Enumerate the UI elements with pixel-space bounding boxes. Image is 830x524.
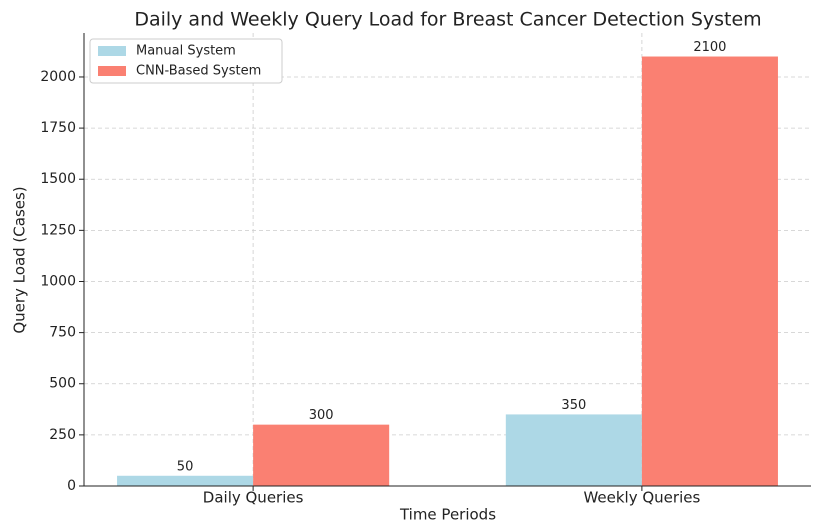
legend-swatch bbox=[98, 46, 126, 56]
y-tick-label: 2000 bbox=[40, 69, 76, 85]
legend-swatch bbox=[98, 66, 126, 76]
bar bbox=[641, 56, 778, 486]
y-tick-label: 750 bbox=[49, 325, 76, 341]
legend-label: CNN-Based System bbox=[136, 64, 261, 79]
y-tick-label: 500 bbox=[49, 376, 76, 392]
x-axis-label: Time Periods bbox=[399, 506, 496, 524]
data-label: 2100 bbox=[693, 40, 726, 55]
x-tick-label: Weekly Queries bbox=[583, 489, 700, 507]
bar bbox=[117, 475, 254, 486]
y-tick-label: 1500 bbox=[40, 171, 76, 187]
data-label: 50 bbox=[177, 459, 194, 474]
legend-box bbox=[89, 38, 283, 84]
legend: Manual System CNN-Based System bbox=[89, 38, 283, 84]
y-tick-label: 1000 bbox=[40, 273, 76, 289]
y-tick-label: 250 bbox=[49, 427, 76, 443]
y-tick-label: 0 bbox=[67, 478, 76, 494]
data-label: 350 bbox=[561, 398, 586, 413]
y-tick-label: 1250 bbox=[40, 222, 76, 238]
data-label: 300 bbox=[309, 408, 334, 423]
bar bbox=[253, 424, 390, 486]
y-axis-label: Query Load (Cases) bbox=[11, 186, 29, 333]
y-tick-label: 1750 bbox=[40, 120, 76, 136]
bar bbox=[505, 414, 642, 486]
legend-label: Manual System bbox=[136, 44, 236, 59]
x-tick-label: Daily Queries bbox=[203, 489, 304, 507]
chart-title: Daily and Weekly Query Load for Breast C… bbox=[134, 9, 761, 31]
